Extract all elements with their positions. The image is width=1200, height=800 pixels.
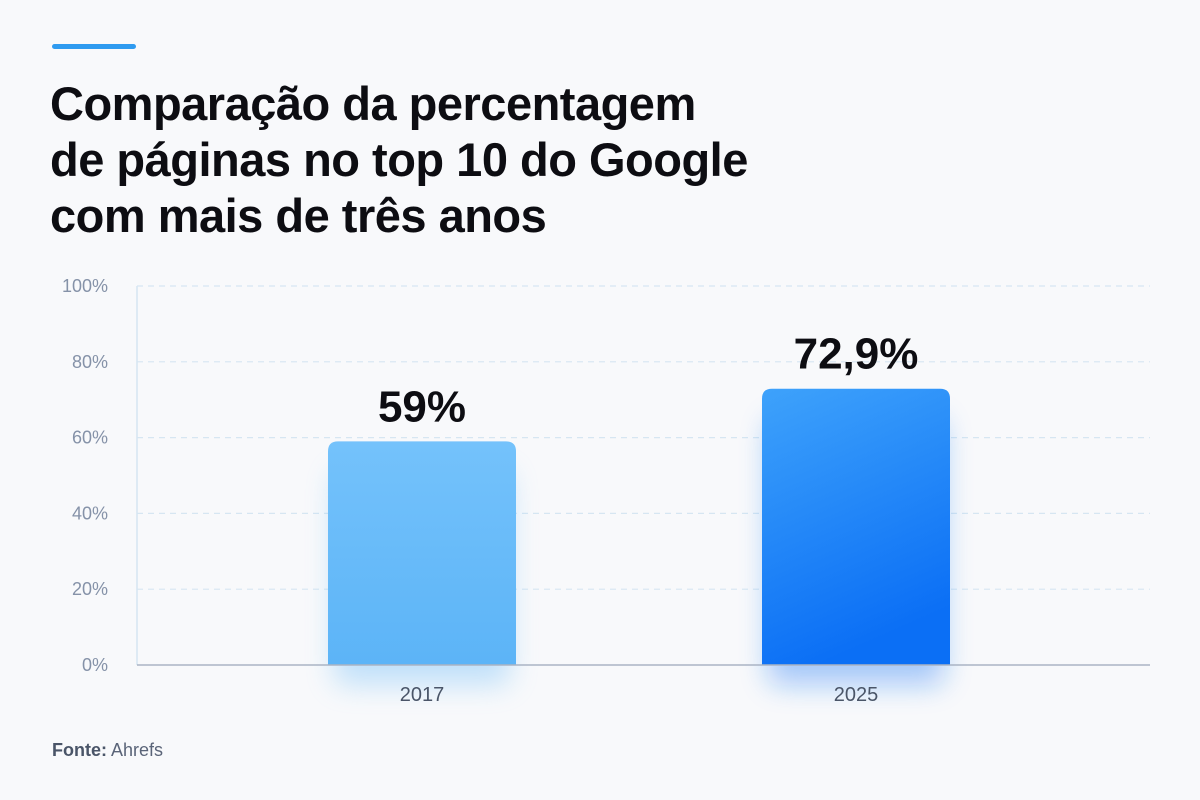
y-tick-label: 40% <box>72 503 108 523</box>
data-label-2017: 59% <box>378 382 466 431</box>
source-note: Fonte: Ahrefs <box>52 740 163 761</box>
chart-title: Comparação da percentagem de páginas no … <box>50 76 810 244</box>
bar-2025 <box>762 388 950 665</box>
data-label-2025: 72,9% <box>794 330 919 379</box>
chart-title-line-3: com mais de três anos <box>50 189 547 242</box>
y-tick-label: 0% <box>82 655 108 675</box>
source-label: Fonte: <box>52 740 107 760</box>
chart-title-line-2: de páginas no top 10 do Google <box>50 133 748 186</box>
x-tick-label: 2025 <box>834 684 879 706</box>
y-tick-label: 80% <box>72 352 108 372</box>
y-tick-label: 100% <box>62 276 108 296</box>
title-accent-line <box>52 44 136 49</box>
chart-title-line-1: Comparação da percentagem <box>50 77 696 130</box>
y-tick-label: 60% <box>72 428 108 448</box>
x-tick-label: 2017 <box>400 684 445 706</box>
bar-2017 <box>328 441 516 665</box>
y-tick-label: 20% <box>72 579 108 599</box>
source-value: Ahrefs <box>111 740 164 760</box>
